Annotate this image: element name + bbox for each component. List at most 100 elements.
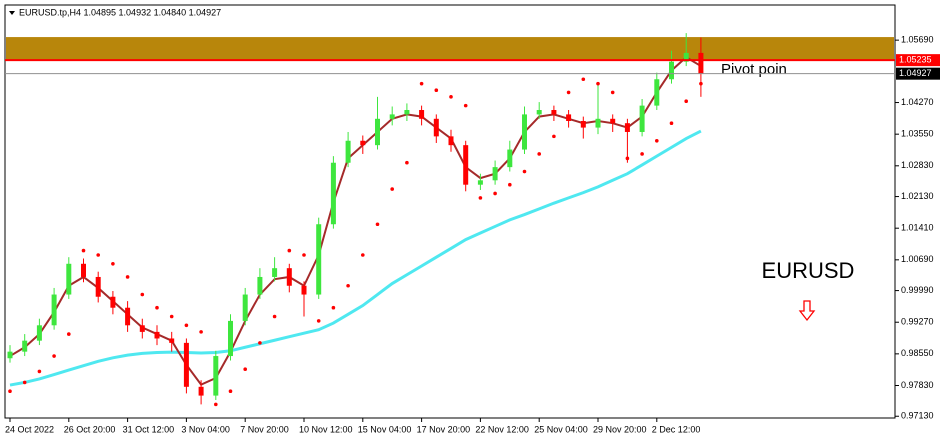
- y-tick-label: 1.02130: [901, 191, 934, 201]
- y-tick-label: 1.01410: [901, 223, 934, 233]
- sar-dot: [655, 138, 659, 143]
- x-tick-label: 22 Nov 12:00: [475, 424, 529, 434]
- candle-body: [566, 114, 572, 121]
- candle-body: [257, 276, 263, 295]
- candle-body: [51, 294, 57, 326]
- candle-body: [595, 118, 601, 128]
- y-tick-label: 0.98550: [901, 348, 934, 358]
- candle: [154, 325, 160, 346]
- y-tick-label: 0.99990: [901, 285, 934, 295]
- candle: [610, 114, 616, 132]
- candle: [198, 380, 204, 405]
- sar-dot: [22, 380, 27, 385]
- candle: [36, 318, 42, 346]
- candle-body: [654, 79, 660, 106]
- x-tick-label: 2 Dec 12:00: [652, 424, 701, 434]
- annotation: Pivot poin: [721, 61, 787, 78]
- candle-body: [139, 325, 145, 332]
- candle-body: [95, 276, 101, 297]
- candle: [580, 116, 586, 139]
- candle: [492, 160, 498, 185]
- candle: [272, 257, 278, 282]
- candle-body: [286, 268, 292, 286]
- candle: [257, 268, 263, 299]
- x-tick-label: 24 Oct 2022: [5, 424, 54, 434]
- sar-dot: [552, 134, 556, 139]
- candle-body: [639, 105, 645, 132]
- candle: [375, 96, 380, 150]
- candle-body: [228, 320, 233, 357]
- sar-dot: [316, 319, 321, 323]
- sar-dot: [258, 341, 262, 345]
- sar-dot: [566, 90, 571, 95]
- sar-dot: [111, 261, 115, 266]
- candle: [330, 156, 336, 229]
- sar-dot: [155, 305, 159, 310]
- candle: [389, 106, 395, 126]
- annotation: EURUSD: [762, 258, 855, 283]
- sar-dot: [669, 121, 674, 125]
- sar-dot: [699, 81, 703, 86]
- sar-dot: [199, 330, 203, 334]
- y-tick-label: 1.02830: [901, 160, 934, 170]
- candle-body: [301, 285, 307, 295]
- candle: [51, 287, 57, 330]
- candle: [7, 345, 13, 363]
- candle: [463, 140, 469, 192]
- sar-dot: [331, 305, 336, 310]
- candle-body: [125, 307, 131, 326]
- sar-dot: [537, 152, 541, 156]
- candle: [22, 334, 28, 357]
- sar-dot: [522, 169, 527, 174]
- candle-body: [463, 145, 469, 185]
- sar-dot: [463, 103, 468, 108]
- y-tick-label: 1.05690: [901, 35, 934, 45]
- candle-body: [551, 110, 557, 115]
- candle: [698, 37, 704, 97]
- candle-body: [404, 110, 410, 115]
- candle: [345, 131, 351, 168]
- sar-dot: [214, 402, 218, 407]
- sar-dot: [405, 160, 409, 165]
- candle-body: [375, 118, 380, 146]
- candle-body: [624, 123, 630, 132]
- sar-dot: [96, 253, 100, 257]
- candle-body: [419, 110, 425, 119]
- candle: [669, 50, 674, 84]
- candle: [110, 291, 116, 315]
- candle-body: [669, 61, 674, 80]
- x-tick-label: 7 Nov 20:00: [240, 424, 289, 434]
- candle: [125, 301, 131, 332]
- sar-dot: [419, 81, 424, 86]
- sar-dot: [610, 90, 615, 95]
- candle: [595, 83, 601, 135]
- sar-dot: [596, 81, 600, 86]
- sar-dot: [390, 187, 395, 191]
- sar-dot: [478, 196, 483, 200]
- candle: [433, 114, 439, 143]
- sar-dot: [52, 354, 56, 358]
- candle: [639, 99, 645, 137]
- sar-dot: [125, 275, 130, 279]
- candle-body: [536, 110, 542, 115]
- sar-dot: [581, 77, 586, 82]
- candle-body: [360, 140, 366, 146]
- sar-dot: [684, 99, 688, 104]
- sar-dot: [625, 156, 630, 161]
- sar-dot: [140, 292, 145, 297]
- down-arrow: [798, 300, 816, 322]
- candle-body: [610, 118, 616, 124]
- candle-body: [7, 351, 13, 359]
- x-tick-label: 17 Nov 20:00: [417, 424, 471, 434]
- sar-dot: [169, 314, 174, 319]
- candle-body: [433, 118, 439, 137]
- y-tick-label: 1.04270: [901, 97, 934, 107]
- x-tick-label: 26 Oct 20:00: [64, 424, 116, 434]
- candle: [522, 106, 527, 154]
- candle-body: [698, 52, 704, 74]
- candle: [654, 72, 660, 111]
- sar-dot: [493, 191, 497, 196]
- candle-body: [154, 331, 160, 339]
